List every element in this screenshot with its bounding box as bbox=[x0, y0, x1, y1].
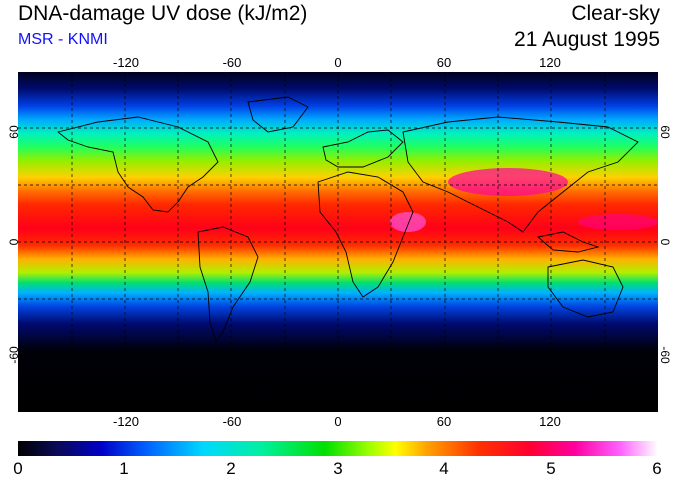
coast-south-america bbox=[197, 226, 259, 344]
colorbar-label: 5 bbox=[546, 459, 556, 478]
lat-tick-right: 60 bbox=[658, 125, 672, 139]
lon-tick-top: 60 bbox=[436, 55, 452, 70]
coast-antarctica bbox=[18, 379, 658, 393]
lon-tick-bottom: -120 bbox=[112, 414, 140, 429]
lon-tick-top: 120 bbox=[539, 55, 561, 70]
colorbar bbox=[18, 441, 658, 456]
coast-north-america bbox=[57, 116, 219, 213]
lon-tick-top: -60 bbox=[222, 55, 242, 70]
lat-tick-right: 0 bbox=[658, 238, 672, 246]
colorbar-label: 6 bbox=[652, 459, 662, 478]
coast-africa bbox=[317, 171, 414, 298]
coastlines bbox=[18, 96, 658, 393]
map-source: MSR - KNMI bbox=[18, 31, 108, 48]
colorbar-label: 3 bbox=[333, 459, 343, 478]
lon-tick-bottom: 60 bbox=[436, 414, 452, 429]
coast-asia bbox=[402, 116, 639, 233]
lon-tick-bottom: 0 bbox=[334, 414, 342, 429]
high-dose-patch-asia bbox=[448, 168, 568, 196]
map-title: DNA-damage UV dose (kJ/m2) bbox=[18, 2, 308, 25]
sky-condition: Clear-sky bbox=[571, 2, 660, 25]
lon-tick-top: -120 bbox=[112, 55, 140, 70]
lon-tick-top: 0 bbox=[334, 55, 342, 70]
coast-australia bbox=[547, 259, 624, 318]
high-dose-patch-africa bbox=[390, 212, 426, 232]
map-date: 21 August 1995 bbox=[514, 28, 660, 51]
colorbar-label: 4 bbox=[439, 459, 449, 478]
colorbar-label: 2 bbox=[226, 459, 236, 478]
colorbar-label: 1 bbox=[119, 459, 129, 478]
lon-tick-bottom: 120 bbox=[539, 414, 561, 429]
cloud-patch-pacific bbox=[578, 214, 658, 230]
lon-tick-bottom: -60 bbox=[222, 414, 242, 429]
graticule bbox=[18, 72, 658, 412]
coast-southeast-asia bbox=[537, 231, 600, 253]
coast-greenland bbox=[247, 96, 309, 133]
coast-europe bbox=[322, 129, 404, 168]
uv-dose-map bbox=[18, 72, 658, 412]
colorbar-label: 0 bbox=[13, 459, 23, 478]
lat-tick-right: -60 bbox=[658, 346, 672, 364]
